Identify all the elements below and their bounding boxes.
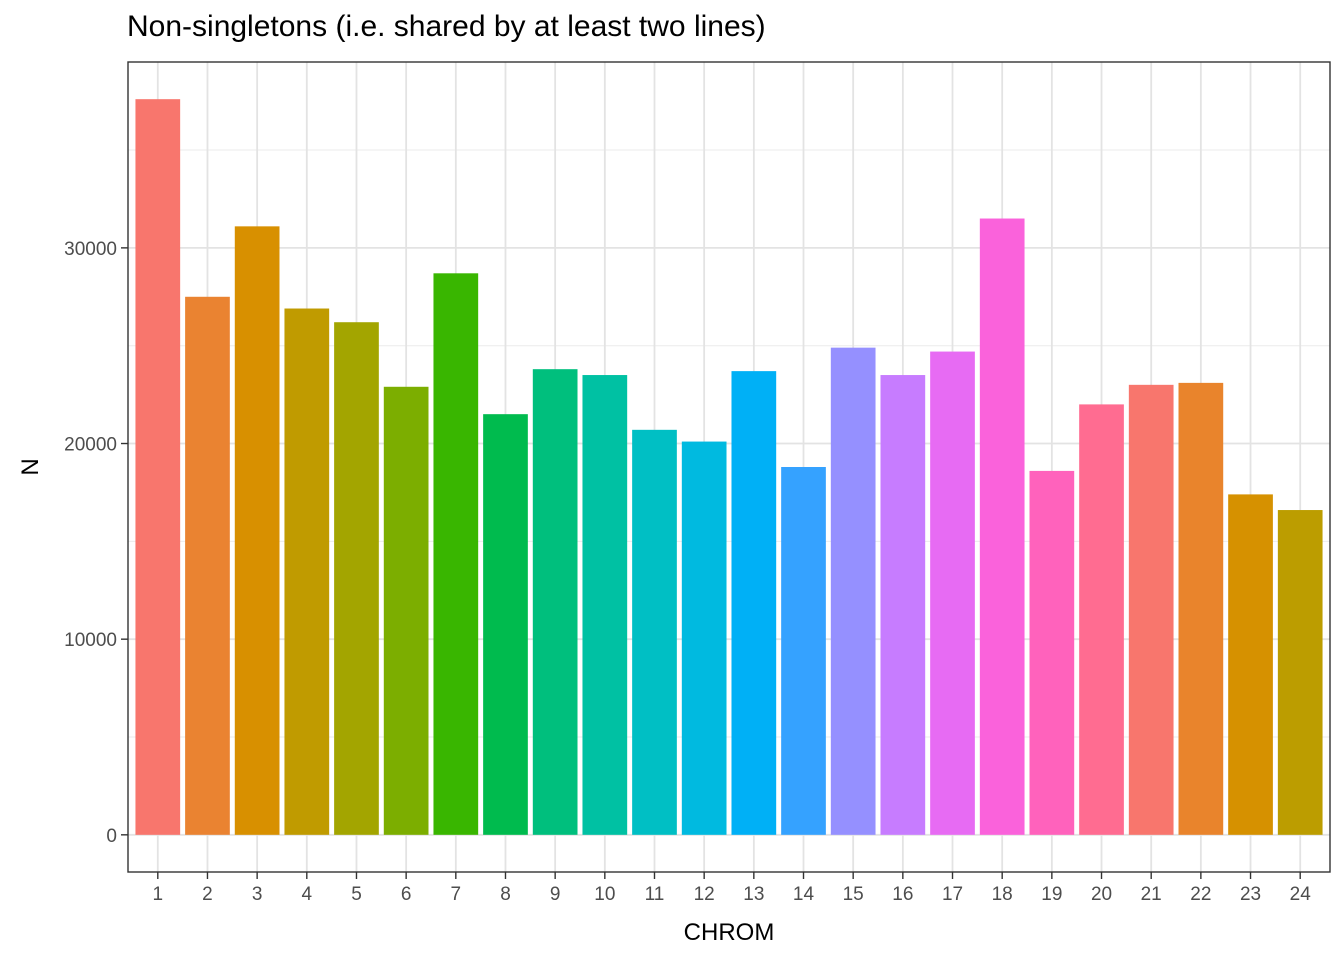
bar-chrom-2 [185,296,230,835]
x-axis-title: CHROM [684,919,775,946]
bar-chrom-12 [681,441,727,835]
x-tick-label: 16 [892,884,913,905]
x-tick-label: 6 [401,884,412,905]
bars [135,99,1323,835]
y-axis-title: N [17,458,44,475]
bar-chrom-3 [234,226,280,835]
bar-chrom-23 [1228,494,1273,835]
bar-chrom-4 [284,308,330,835]
x-tick-label: 20 [1091,884,1112,905]
bar-chrom-20 [1079,404,1124,835]
bar-chrom-10 [582,375,628,835]
x-axis: 1 2 3 4 5 6 7 8 9 10 11 12 13 14 15 16 17 18 19 20 21 22 23 24 [153,872,1312,905]
x-tick-label: 19 [1041,884,1062,905]
y-tick-label: 0 [106,826,117,847]
chart-title: Non-singletons (i.e. shared by at least … [127,10,766,43]
bar-chrom-6 [383,386,429,835]
y-axis: 0 10000 20000 30000 [64,239,128,847]
bar-chrom-1 [135,99,181,835]
x-tick-label: 11 [645,884,665,905]
bar-chrom-5 [334,322,379,835]
bar-chrom-14 [781,467,826,835]
x-tick-label: 10 [594,884,615,905]
x-tick-label: 2 [202,884,213,905]
bar-chrom-18 [979,218,1025,835]
x-tick-label: 22 [1190,884,1211,905]
bar-chrom-16 [880,375,926,835]
bar-chrom-11 [632,429,677,835]
x-tick-label: 13 [743,884,764,905]
y-tick-label: 20000 [64,435,117,456]
x-tick-label: 15 [843,884,864,905]
bar-chrom-21 [1128,384,1174,835]
x-tick-label: 4 [302,884,313,905]
x-tick-label: 8 [500,884,511,905]
x-tick-label: 9 [550,884,561,905]
x-tick-label: 17 [942,884,963,905]
y-tick-label: 10000 [64,630,117,651]
x-tick-label: 7 [451,884,462,905]
x-tick-label: 12 [694,884,715,905]
x-tick-label: 18 [992,884,1013,905]
bar-chrom-19 [1029,470,1075,835]
bar-chrom-24 [1277,510,1323,835]
x-tick-label: 24 [1290,884,1312,905]
y-tick-label: 30000 [64,239,117,260]
x-tick-label: 23 [1240,884,1261,905]
bar-chrom-17 [930,351,975,835]
bar-chrom-13 [731,371,777,835]
bar-chrom-7 [433,273,479,835]
bar-chrom-15 [830,347,876,835]
x-tick-label: 21 [1141,884,1162,905]
x-tick-label: 3 [252,884,263,905]
bar-chrom-22 [1178,382,1224,835]
x-tick-label: 14 [793,884,815,905]
bar-chrom-8 [483,414,528,835]
x-tick-label: 5 [351,884,362,905]
bar-chrom-9 [532,369,578,835]
x-tick-label: 1 [153,884,164,905]
plot-border [127,61,1331,873]
